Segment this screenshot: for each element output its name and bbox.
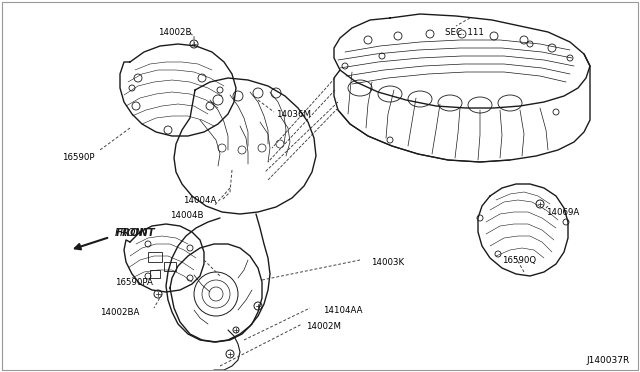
Text: 14069A: 14069A (546, 208, 579, 217)
Text: 14004B: 14004B (170, 211, 204, 220)
Bar (150, 270, 160, 278)
Text: 14036M: 14036M (276, 110, 311, 119)
Bar (148, 252, 162, 262)
Text: SEC. 111: SEC. 111 (445, 28, 484, 37)
Text: 16590P: 16590P (62, 153, 95, 162)
Text: 16590PA: 16590PA (115, 278, 153, 287)
Text: 14002B: 14002B (158, 28, 191, 37)
Text: 14004A: 14004A (183, 196, 216, 205)
Text: J140037R: J140037R (587, 356, 630, 365)
Bar (164, 262, 176, 271)
Text: 14104AA: 14104AA (323, 306, 362, 315)
Text: FRONT: FRONT (115, 228, 150, 238)
Text: 14002M: 14002M (306, 322, 341, 331)
Text: 14003K: 14003K (371, 258, 404, 267)
Text: 16590Q: 16590Q (502, 256, 536, 265)
Text: 14002BA: 14002BA (100, 308, 140, 317)
Text: FRONT: FRONT (116, 228, 156, 238)
